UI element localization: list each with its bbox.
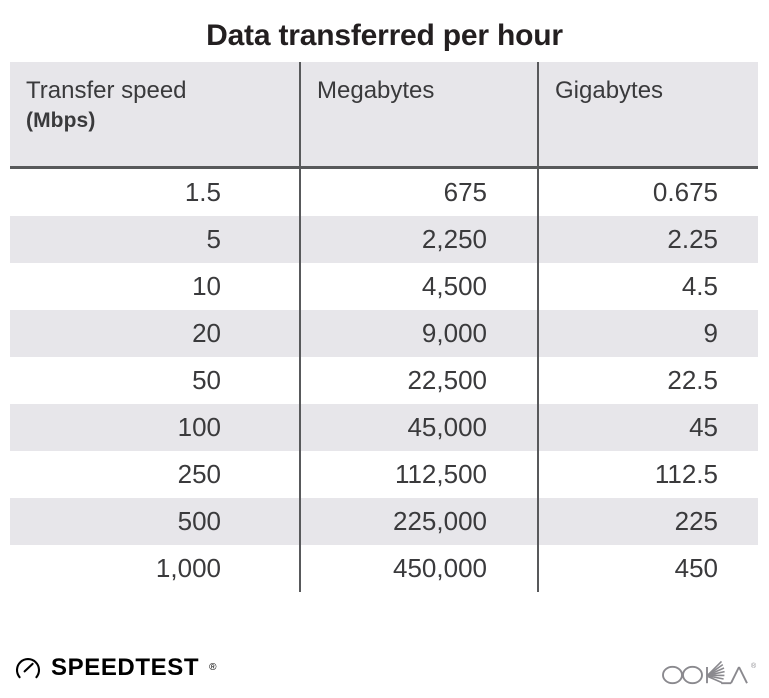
cell-gigabytes: 4.5 bbox=[537, 263, 758, 310]
cell-megabytes: 225,000 bbox=[299, 498, 538, 545]
cell-transfer-speed: 1.5 bbox=[10, 167, 300, 216]
cell-transfer-speed: 5 bbox=[10, 216, 300, 263]
cell-transfer-speed: 20 bbox=[10, 310, 300, 357]
cell-transfer-speed: 100 bbox=[10, 404, 300, 451]
ookla-trademark-icon: ® bbox=[751, 662, 757, 670]
cell-megabytes: 112,500 bbox=[299, 451, 538, 498]
column-header-transfer-speed-line1: Transfer speed bbox=[26, 77, 187, 104]
cell-megabytes: 9,000 bbox=[299, 310, 538, 357]
table-row: 250 112,500 112.5 bbox=[10, 451, 758, 498]
cell-gigabytes: 22.5 bbox=[537, 357, 758, 404]
cell-transfer-speed: 1,000 bbox=[10, 545, 300, 592]
page-title: Data transferred per hour bbox=[206, 19, 563, 52]
cell-megabytes: 2,250 bbox=[299, 216, 538, 263]
column-header-transfer-speed-unit: (Mbps) bbox=[26, 109, 96, 132]
cell-megabytes: 675 bbox=[299, 167, 538, 216]
cell-megabytes: 4,500 bbox=[299, 263, 538, 310]
speedtest-trademark-icon: ® bbox=[209, 662, 217, 673]
cell-gigabytes: 450 bbox=[537, 545, 758, 592]
cell-gigabytes: 45 bbox=[537, 404, 758, 451]
cell-megabytes: 45,000 bbox=[299, 404, 538, 451]
table-row: 50 22,500 22.5 bbox=[10, 357, 758, 404]
column-header-transfer-speed: Transfer speed (Mbps) bbox=[10, 62, 300, 169]
cell-gigabytes: 0.675 bbox=[537, 167, 758, 216]
table-body: 1.5 675 0.675 5 2,250 2.25 10 4,500 4.5 … bbox=[10, 167, 758, 592]
cell-transfer-speed: 250 bbox=[10, 451, 300, 498]
data-table: Transfer speed (Mbps) Megabytes Gigabyte… bbox=[10, 62, 758, 592]
table-header: Transfer speed (Mbps) Megabytes Gigabyte… bbox=[10, 62, 758, 169]
table-row: 100 45,000 45 bbox=[10, 404, 758, 451]
cell-gigabytes: 9 bbox=[537, 310, 758, 357]
table-row: 20 9,000 9 bbox=[10, 310, 758, 357]
speedtest-wordmark: SPEEDTEST bbox=[51, 654, 200, 681]
cell-transfer-speed: 10 bbox=[10, 263, 300, 310]
column-header-megabytes: Megabytes bbox=[299, 62, 538, 169]
footer: SPEEDTEST ® bbox=[0, 640, 769, 698]
table-row: 1,000 450,000 450 bbox=[10, 545, 758, 592]
cell-gigabytes: 112.5 bbox=[537, 451, 758, 498]
ookla-logo: ® bbox=[661, 656, 757, 686]
table-row: 500 225,000 225 bbox=[10, 498, 758, 545]
table-row: 1.5 675 0.675 bbox=[10, 167, 758, 216]
column-header-gigabytes: Gigabytes bbox=[537, 62, 758, 169]
table-row: 10 4,500 4.5 bbox=[10, 263, 758, 310]
cell-megabytes: 450,000 bbox=[299, 545, 538, 592]
data-table-container: Transfer speed (Mbps) Megabytes Gigabyte… bbox=[10, 62, 758, 592]
speedtest-logo: SPEEDTEST ® bbox=[14, 654, 216, 682]
cell-transfer-speed: 500 bbox=[10, 498, 300, 545]
ookla-wordmark-icon: ® bbox=[662, 660, 757, 685]
cell-gigabytes: 2.25 bbox=[537, 216, 758, 263]
table-header-row: Transfer speed (Mbps) Megabytes Gigabyte… bbox=[10, 62, 758, 169]
cell-gigabytes: 225 bbox=[537, 498, 758, 545]
column-header-gigabytes-label: Gigabytes bbox=[555, 77, 664, 104]
cell-megabytes: 22,500 bbox=[299, 357, 538, 404]
table-row: 5 2,250 2.25 bbox=[10, 216, 758, 263]
speedometer-icon bbox=[14, 654, 42, 682]
cell-transfer-speed: 50 bbox=[10, 357, 300, 404]
column-header-megabytes-label: Megabytes bbox=[317, 77, 435, 104]
